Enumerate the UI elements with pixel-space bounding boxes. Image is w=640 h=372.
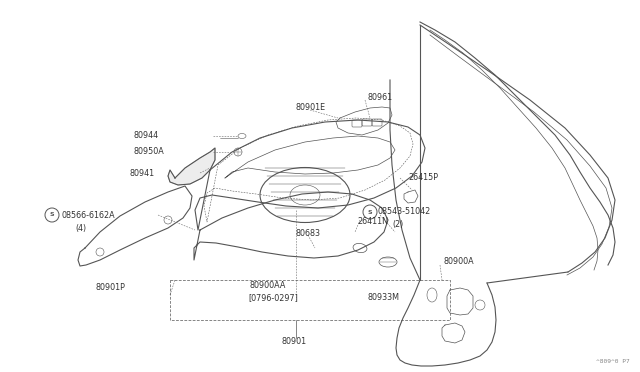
Text: 08543-51042: 08543-51042: [378, 208, 431, 217]
Text: 80941: 80941: [130, 169, 155, 177]
Text: [0796-0297]: [0796-0297]: [248, 294, 298, 302]
Text: 08566-6162A: 08566-6162A: [62, 211, 116, 219]
Text: 80901P: 80901P: [95, 283, 125, 292]
Text: S: S: [50, 212, 54, 218]
Text: 26411N: 26411N: [357, 218, 388, 227]
Text: 80901E: 80901E: [295, 103, 325, 112]
Text: 80950A: 80950A: [133, 147, 164, 155]
Text: (2): (2): [392, 221, 403, 230]
Text: 80900AA: 80900AA: [250, 280, 286, 289]
Text: 26415P: 26415P: [408, 173, 438, 183]
Text: 80933M: 80933M: [368, 294, 400, 302]
Text: (4): (4): [75, 224, 86, 232]
Text: 80683: 80683: [295, 230, 320, 238]
Text: ^809^0 P7: ^809^0 P7: [596, 359, 630, 364]
Polygon shape: [168, 148, 215, 185]
Text: S: S: [368, 209, 372, 215]
Text: 80961: 80961: [368, 93, 393, 103]
Text: 80900A: 80900A: [443, 257, 474, 266]
Text: 80901: 80901: [282, 337, 307, 346]
Text: 80944: 80944: [133, 131, 158, 141]
